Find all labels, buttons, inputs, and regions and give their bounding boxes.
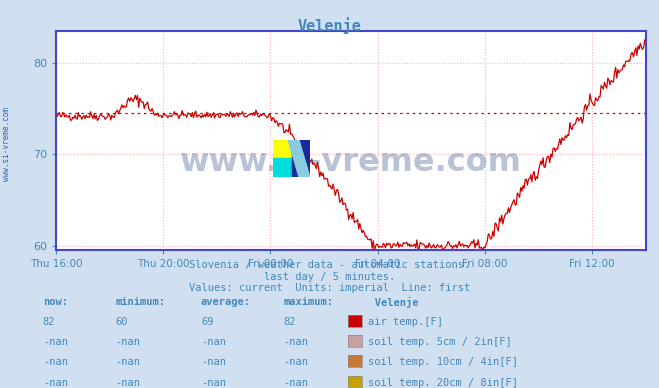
- Text: last day / 5 minutes.: last day / 5 minutes.: [264, 272, 395, 282]
- Polygon shape: [273, 140, 291, 158]
- Text: -nan: -nan: [43, 357, 68, 367]
- Text: Velenje: Velenje: [298, 17, 361, 34]
- Text: Velenje: Velenje: [356, 297, 418, 308]
- Text: -nan: -nan: [283, 378, 308, 388]
- Text: 69: 69: [201, 317, 214, 327]
- Text: soil temp. 10cm / 4in[F]: soil temp. 10cm / 4in[F]: [368, 357, 518, 367]
- Text: air temp.[F]: air temp.[F]: [368, 317, 443, 327]
- Text: maximum:: maximum:: [283, 297, 333, 307]
- Text: www.si-vreme.com: www.si-vreme.com: [2, 107, 11, 180]
- Text: -nan: -nan: [283, 337, 308, 347]
- Polygon shape: [288, 140, 310, 177]
- Text: 82: 82: [283, 317, 296, 327]
- Polygon shape: [273, 140, 291, 158]
- Text: -nan: -nan: [115, 337, 140, 347]
- Text: Values: current  Units: imperial  Line: first: Values: current Units: imperial Line: fi…: [189, 283, 470, 293]
- Text: 60: 60: [115, 317, 128, 327]
- Text: -nan: -nan: [115, 357, 140, 367]
- Text: Slovenia / weather data - automatic stations.: Slovenia / weather data - automatic stat…: [189, 260, 470, 270]
- Text: -nan: -nan: [201, 337, 226, 347]
- Text: -nan: -nan: [283, 357, 308, 367]
- Polygon shape: [273, 158, 291, 177]
- Text: soil temp. 5cm / 2in[F]: soil temp. 5cm / 2in[F]: [368, 337, 511, 347]
- Polygon shape: [273, 158, 291, 177]
- Text: -nan: -nan: [201, 378, 226, 388]
- Text: 82: 82: [43, 317, 55, 327]
- Text: minimum:: minimum:: [115, 297, 165, 307]
- Text: now:: now:: [43, 297, 68, 307]
- Text: soil temp. 20cm / 8in[F]: soil temp. 20cm / 8in[F]: [368, 378, 518, 388]
- Text: www.si-vreme.com: www.si-vreme.com: [180, 147, 522, 178]
- Bar: [291, 140, 310, 177]
- Text: -nan: -nan: [201, 357, 226, 367]
- Text: average:: average:: [201, 297, 251, 307]
- Text: -nan: -nan: [43, 378, 68, 388]
- Text: -nan: -nan: [115, 378, 140, 388]
- Text: -nan: -nan: [43, 337, 68, 347]
